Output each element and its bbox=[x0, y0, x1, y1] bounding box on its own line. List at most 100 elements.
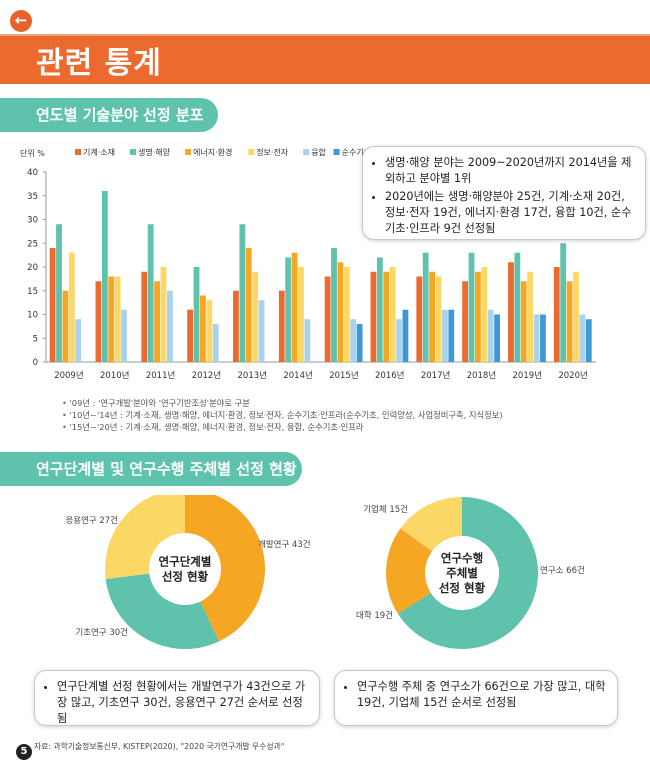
bar bbox=[553, 267, 560, 362]
y-tick-label: 5 bbox=[33, 334, 38, 344]
x-tick-label: 2010년 bbox=[100, 370, 129, 380]
x-tick-label: 2020년 bbox=[558, 370, 587, 380]
slice-label: 연구소 66건 bbox=[540, 565, 585, 576]
donut-slice bbox=[400, 497, 462, 552]
bar bbox=[206, 300, 213, 362]
bar bbox=[68, 252, 75, 362]
y-tick-label: 0 bbox=[33, 358, 38, 368]
bar bbox=[468, 252, 475, 362]
donut-slice bbox=[386, 528, 433, 614]
bar bbox=[533, 314, 540, 362]
bar bbox=[494, 314, 501, 362]
legend-swatch bbox=[248, 149, 255, 155]
x-tick-label: 2012년 bbox=[192, 370, 221, 380]
callout-stage: 연구단계별 선정 현황에서는 개발연구가 43건으로 가장 많고, 기초연구 3… bbox=[34, 670, 320, 726]
bar bbox=[193, 267, 200, 362]
x-tick-label: 2016년 bbox=[375, 370, 404, 380]
bar bbox=[337, 262, 344, 362]
donut-slice bbox=[105, 573, 220, 649]
y-tick-label: 20 bbox=[27, 263, 38, 273]
x-tick-label: 2014년 bbox=[283, 370, 312, 380]
section-header-year: 연도별 기술분야 선정 분포 bbox=[0, 98, 218, 132]
bar bbox=[233, 290, 239, 362]
note-item: '10년~'14년 : 기계·소재, 생명·해양, 에너지·환경, 정보·전자,… bbox=[62, 409, 503, 421]
donut-center-label: 선정 현황 bbox=[439, 581, 486, 595]
slice-label: 응용연구 27건 bbox=[65, 515, 118, 526]
left-arrow-icon: ← bbox=[14, 11, 28, 29]
bar bbox=[508, 262, 514, 362]
legend-label: 정보·전자 bbox=[256, 147, 289, 157]
bar bbox=[527, 271, 534, 362]
bar bbox=[343, 267, 350, 362]
bar bbox=[324, 276, 331, 362]
bar bbox=[350, 319, 357, 362]
bar bbox=[383, 271, 390, 362]
back-button[interactable]: ← bbox=[10, 10, 32, 32]
legend-swatch bbox=[303, 149, 310, 155]
bar bbox=[475, 271, 481, 362]
bar bbox=[200, 295, 206, 362]
donut-slice bbox=[185, 495, 265, 642]
y-tick-label: 30 bbox=[27, 216, 38, 226]
slice-label: 개발연구 43건 bbox=[258, 539, 311, 550]
bar bbox=[448, 309, 455, 362]
bar bbox=[114, 276, 121, 362]
bar bbox=[154, 281, 160, 362]
bar bbox=[278, 290, 285, 362]
section-title: 연도별 기술분야 선정 분포 bbox=[36, 106, 204, 124]
x-tick-label: 2019년 bbox=[513, 370, 542, 380]
legend-swatch bbox=[130, 149, 136, 155]
bar bbox=[441, 309, 448, 362]
bar bbox=[141, 271, 148, 362]
x-tick-label: 2013년 bbox=[238, 370, 267, 380]
y-tick-label: 15 bbox=[27, 287, 38, 297]
bar bbox=[258, 300, 265, 362]
bar bbox=[304, 319, 311, 362]
legend-label: 융합 bbox=[311, 148, 326, 157]
bar bbox=[396, 319, 402, 362]
chart-notes: '09년 : '연구개발'분야와 '연구기반조성'분야로 구분 '10년~'14… bbox=[62, 397, 503, 433]
callout-item: 2020년에는 생명·해양분야 25건, 기계·소재 20건, 정보·전자 19… bbox=[385, 189, 635, 237]
bar bbox=[187, 309, 194, 362]
bar bbox=[402, 309, 409, 362]
x-tick-label: 2017년 bbox=[421, 370, 450, 380]
donut-center-label: 선정 현황 bbox=[162, 570, 209, 584]
bar bbox=[95, 281, 102, 362]
x-tick-label: 2018년 bbox=[467, 370, 496, 380]
bar bbox=[585, 319, 592, 362]
y-tick-label: 40 bbox=[27, 168, 38, 178]
section-header-stage: 연구단계별 및 연구수행 주체별 선정 현황 bbox=[0, 452, 302, 486]
source-note: 자료: 과학기술정보통신부, KISTEP(2020), "2020 국가연구개… bbox=[34, 742, 285, 751]
slice-label: 기업체 15건 bbox=[363, 504, 408, 515]
bar bbox=[487, 309, 494, 362]
bar bbox=[514, 252, 521, 362]
bar bbox=[49, 248, 56, 362]
bar bbox=[389, 267, 396, 362]
bar bbox=[285, 257, 292, 362]
bar-chart: 단위 %기계·소재생명·해양에너지·환경정보·전자융합순수기초·인프라05101… bbox=[20, 147, 596, 380]
donut-slice bbox=[105, 495, 185, 580]
y-tick-label: 10 bbox=[27, 311, 38, 321]
legend-swatch bbox=[185, 149, 191, 155]
bar bbox=[573, 271, 579, 362]
bar bbox=[520, 281, 527, 362]
x-tick-label: 2009년 bbox=[54, 370, 83, 380]
x-tick-label: 2015년 bbox=[329, 370, 358, 380]
bar bbox=[481, 267, 488, 362]
note-item: '15년~'20년 : 기계·소재, 생명·해양, 에너지·환경, 정보·전자,… bbox=[62, 421, 503, 433]
bar bbox=[56, 224, 62, 362]
legend-label: 생명·해양 bbox=[138, 147, 171, 157]
section-title: 연구단계별 및 연구수행 주체별 선정 현황 bbox=[36, 460, 297, 478]
bar bbox=[62, 290, 69, 362]
donut-center-label: 주체별 bbox=[446, 566, 478, 580]
note-item: '09년 : '연구개발'분야와 '연구기반조성'분야로 구분 bbox=[62, 397, 503, 409]
y-tick-label: 35 bbox=[27, 192, 38, 202]
bar bbox=[147, 224, 154, 362]
callout-item: 생명·해양 분야는 2009~2020년까지 2014년을 제외하고 분야별 1… bbox=[385, 155, 635, 187]
title-bar: 관련 통계 bbox=[0, 34, 650, 84]
bar bbox=[291, 252, 298, 362]
legend-label: 에너지·환경 bbox=[193, 147, 232, 157]
y-tick-label: 25 bbox=[27, 239, 38, 249]
bar bbox=[331, 248, 337, 362]
